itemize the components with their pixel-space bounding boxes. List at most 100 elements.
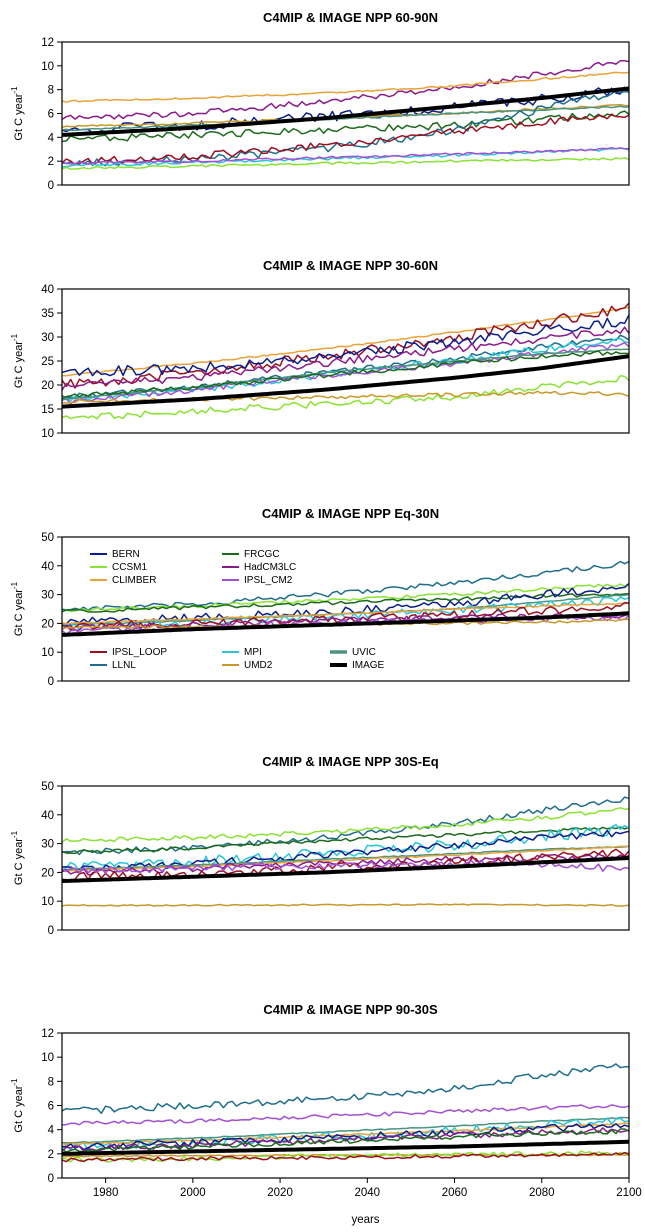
y-tick-label: 12: [41, 37, 54, 49]
x-tick-label: 2040: [355, 1187, 381, 1199]
y-tick-label: 30: [41, 332, 54, 344]
series-line-ipsl-cm2: [62, 146, 629, 165]
y-axis-label: Gt C year-1: [10, 830, 25, 885]
y-axis-label-exponent: -1: [10, 581, 19, 589]
plot-frame: [61, 536, 630, 682]
series-line-ipsl-cm2: [62, 341, 629, 405]
x-tick-label: 2060: [442, 1187, 468, 1199]
series-line-llnl: [62, 1063, 629, 1115]
y-tick-label: 35: [41, 308, 54, 320]
x-tick-label: 1980: [93, 1187, 119, 1199]
legend-label-uvic: UVIC: [352, 647, 376, 658]
y-tick-label: 6: [48, 1101, 54, 1113]
y-axis-label-exponent: -1: [10, 830, 19, 838]
series-line-hadcm3lc: [62, 326, 629, 391]
legend-label-frcgc: FRCGC: [244, 549, 280, 560]
series-line-climber: [62, 306, 629, 377]
series-line-ipsl-loop: [62, 848, 629, 882]
series-group: [62, 59, 629, 170]
y-tick-label: 0: [48, 676, 54, 688]
y-axis-label: Gt C year-1: [10, 1078, 25, 1133]
y-tick-label: 0: [48, 925, 54, 937]
legend-label-hadcm3lc: HadCM3LC: [244, 562, 296, 573]
y-tick-label: 10: [41, 1052, 54, 1064]
panel-5: C4MIP & IMAGE NPP 90-30S 0 2 4 6 8 10 12 1980 200…: [10, 1002, 642, 1226]
y-axis-label-exponent: -1: [10, 86, 19, 94]
series-line-climber: [62, 71, 629, 104]
legend-label-mpi: MPI: [244, 647, 262, 658]
x-tick-label: 2100: [616, 1187, 642, 1199]
series-group: [62, 796, 629, 907]
y-tick-label: 50: [41, 532, 54, 544]
legend-label-climber: CLIMBER: [112, 575, 156, 586]
series-line-ccsm1: [62, 807, 629, 844]
y-tick-label: 30: [41, 839, 54, 851]
series-line-llnl: [62, 560, 629, 611]
series-line-bern: [62, 314, 629, 377]
legend: BERN FRCGC CCSM1 HadCM3LC CLIMBER IPSL_CM2 IPS…: [90, 549, 385, 671]
series-line-image: [62, 1139, 629, 1156]
y-tick-label: 10: [41, 896, 54, 908]
series-line-image: [62, 86, 629, 137]
series-line-uvic: [62, 845, 629, 871]
y-tick-label: 0: [48, 1173, 54, 1185]
y-tick-label: 10: [41, 647, 54, 659]
y-tick-label: 20: [41, 618, 54, 630]
plot-frame: [61, 785, 630, 931]
y-tick-label: 4: [48, 132, 55, 144]
y-axis-label: Gt C year-1: [10, 86, 25, 141]
series-line-ipsl-loop: [62, 1151, 629, 1163]
series-line-climber: [62, 602, 629, 625]
series-line-image: [62, 611, 629, 637]
legend-label-ipsl-loop: IPSL_LOOP: [112, 647, 167, 658]
panel-3: C4MIP & IMAGE NPP Eq-30N 0 10 20 30 40 50 Gt C …: [10, 506, 630, 688]
y-tick-label: 12: [41, 1028, 54, 1040]
panel-4: C4MIP & IMAGE NPP 30S-Eq 0 10 20 30 40 50 Gt C …: [10, 754, 630, 937]
y-tick-label: 0: [48, 180, 54, 192]
x-tick-label: 2080: [529, 1187, 555, 1199]
series-line-image: [62, 856, 629, 883]
series-line-frcgc: [62, 592, 629, 613]
panel-2: C4MIP & IMAGE NPP 30-60N 10 15 20 25 30 35 40 Gt…: [10, 258, 630, 440]
series-line-llnl: [62, 796, 629, 856]
series-group: [62, 560, 629, 637]
series-line-ccsm1: [62, 157, 629, 170]
series-line-umd2: [62, 903, 629, 907]
y-tick-label: 4: [48, 1125, 55, 1137]
series-line-ccsm1: [62, 374, 629, 420]
y-tick-label: 50: [41, 781, 54, 793]
y-tick-label: 30: [41, 590, 54, 602]
series-group: [62, 302, 629, 420]
series-line-ipsl-loop: [62, 601, 629, 631]
series-line-image: [62, 354, 629, 409]
legend-label-image: IMAGE: [352, 660, 385, 671]
series-line-hadcm3lc: [62, 59, 629, 121]
series-line-ipsl-loop: [62, 113, 629, 166]
series-line-frcgc: [62, 1128, 629, 1153]
y-tick-label: 20: [41, 867, 54, 879]
panel-1: C4MIP & IMAGE NPP 60-90N 0 2 4 6 8 10 12 Gt C ye…: [10, 10, 630, 192]
y-axis-label-exponent: -1: [10, 1078, 19, 1086]
series-line-uvic: [62, 1116, 629, 1144]
series-line-frcgc: [62, 350, 629, 400]
legend-label-llnl: LLNL: [112, 660, 136, 671]
y-tick-label: 10: [41, 428, 54, 440]
chart-title: C4MIP & IMAGE NPP 30S-Eq: [262, 754, 439, 769]
series-line-bern: [62, 1123, 629, 1151]
y-tick-label: 40: [41, 810, 54, 822]
legend-label-ipsl-cm2: IPSL_CM2: [244, 575, 293, 586]
y-tick-label: 2: [48, 156, 54, 168]
chart-title: C4MIP & IMAGE NPP 90-30S: [263, 1002, 438, 1017]
y-tick-label: 6: [48, 109, 54, 121]
y-tick-label: 8: [48, 85, 54, 97]
series-line-frcgc: [62, 110, 629, 143]
x-tick-label: 2000: [180, 1187, 206, 1199]
series-line-ccsm1: [62, 582, 629, 613]
series-group: [62, 1063, 629, 1163]
y-tick-label: 2: [48, 1149, 54, 1161]
y-tick-label: 25: [41, 356, 54, 368]
y-axis-label: Gt C year-1: [10, 333, 25, 388]
series-line-ipsl-cm2: [62, 1104, 629, 1126]
y-tick-label: 10: [41, 61, 54, 73]
